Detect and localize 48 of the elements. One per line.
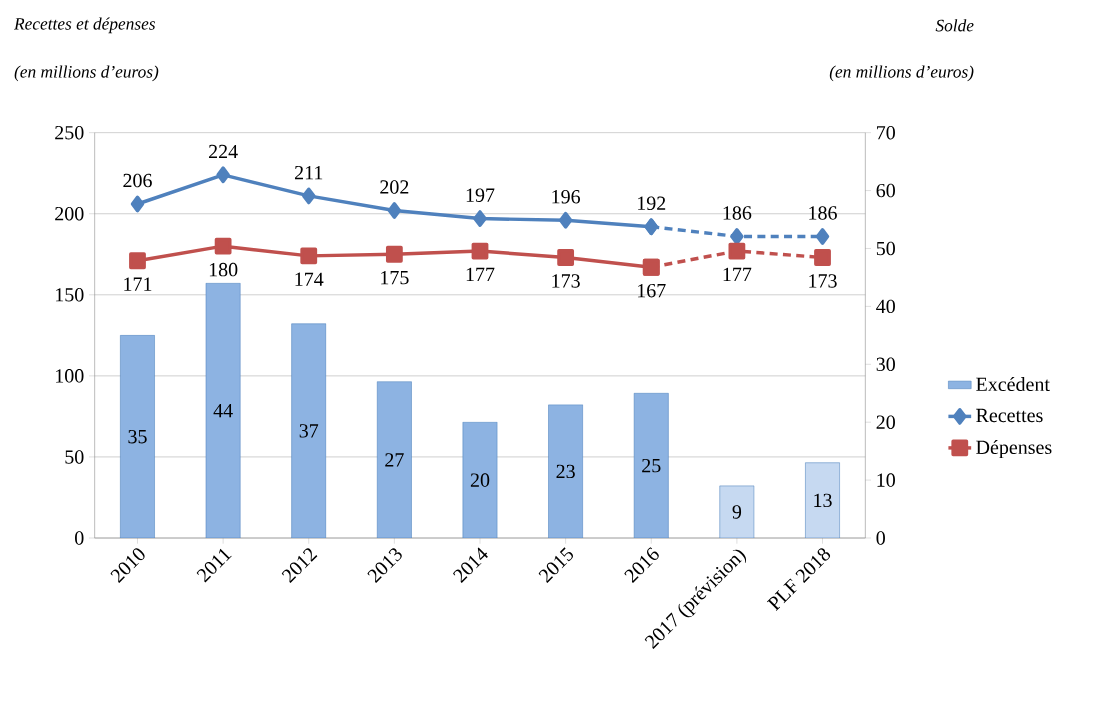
y2-tick-label: 40 (876, 299, 895, 314)
data-label: 175 (381, 270, 409, 285)
y-tick-label: 50 (65, 450, 84, 464)
data-label: 192 (638, 196, 666, 210)
y2-tick-label: 70 (877, 125, 895, 140)
data-label: 27 (385, 453, 404, 467)
data-label: 9 (732, 505, 742, 519)
data-label: 35 (128, 429, 147, 444)
legend-label: Excédent (976, 376, 1050, 392)
y2-tick-label: 20 (876, 415, 895, 429)
y2-tick-label: 30 (876, 357, 895, 372)
data-label: 171 (124, 277, 152, 291)
y-tick-label: 0 (75, 531, 84, 545)
data-label: 186 (809, 206, 837, 220)
data-label: 177 (723, 267, 752, 281)
legend-label: Recettes (976, 408, 1043, 423)
y2-tick-label: 50 (876, 241, 895, 256)
data-label: 180 (209, 262, 238, 277)
data-label: 197 (466, 188, 495, 202)
data-label: 20 (470, 473, 490, 487)
data-label: 13 (814, 493, 832, 508)
text: (en millions d’euros) (829, 65, 974, 82)
data-label: 44 (213, 404, 233, 418)
data-label: 167 (638, 283, 666, 298)
data-label: 174 (295, 272, 324, 286)
data-label: 23 (556, 464, 575, 479)
text: Solde (935, 19, 974, 32)
y-tick-label: 250 (55, 125, 84, 140)
data-label: 25 (642, 458, 661, 473)
data-label: 173 (809, 274, 837, 288)
data-label: 202 (380, 180, 409, 194)
data-label: 37 (299, 424, 319, 438)
data-label: 211 (294, 165, 323, 180)
y-tick-label: 200 (55, 206, 84, 221)
text: (en millions d’euros) (14, 65, 159, 82)
y-tick-label: 150 (56, 288, 84, 302)
text: Recettes et dépenses (13, 17, 156, 34)
data-label: 186 (723, 206, 752, 220)
y2-tick-label: 10 (877, 473, 895, 487)
data-label: 196 (552, 190, 581, 204)
y2-tick-label: 0 (876, 531, 885, 545)
data-label: 224 (208, 144, 238, 159)
data-label: 177 (466, 267, 495, 281)
data-label: 206 (123, 173, 152, 188)
legend-label: Dépenses (976, 439, 1052, 459)
data-label: 173 (552, 274, 580, 288)
y-tick-label: 100 (56, 369, 84, 383)
y2-tick-label: 60 (876, 183, 895, 198)
